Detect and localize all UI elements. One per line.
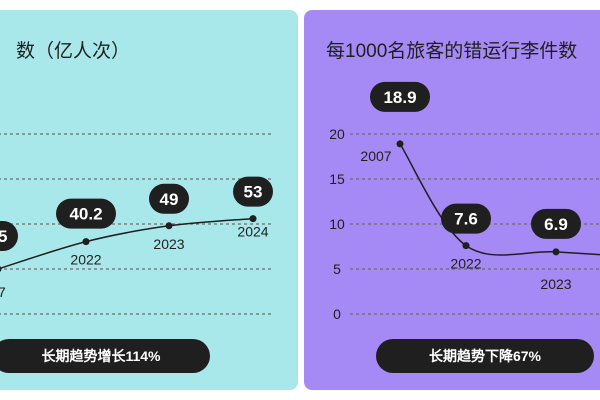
data-point [552,248,560,256]
data-label: 25 [0,227,7,246]
growth-trend-badge: 长期趋势增长114% [0,339,210,373]
data-label: 7.6 [454,210,478,229]
x-tick-label: 2023 [153,236,184,252]
passenger-volume-panel: 数（亿人次） 25 07 40.2 2022 49 2023 53 2024 长期趋势增长11… [0,10,298,390]
series-line [399,143,600,256]
x-tick-label: 07 [0,284,6,300]
data-label-bubble [531,208,581,239]
mishandled-baggage-chart: 0 5 10 15 20 18.9 2007 7.6 2022 6.9 2023 [329,81,600,322]
x-tick-label: 2024 [237,224,268,240]
data-point [0,266,2,272]
x-tick-label: 2022 [70,252,101,268]
y-tick-label: 5 [333,261,341,277]
data-point [249,215,257,223]
data-label: 6.9 [544,215,568,234]
x-tick-label: 2007 [360,148,391,164]
data-label-bubble [441,203,491,234]
x-tick-label: 2022 [450,256,481,272]
decline-trend-badge: 长期趋势下降67% [376,339,594,373]
data-point [82,238,90,246]
data-label: 18.9 [383,88,416,107]
data-label-bubble [0,221,18,251]
y-tick-label: 15 [329,171,345,187]
y-tick-label: 10 [329,216,345,232]
data-label-bubble [370,81,430,112]
data-label: 40.2 [69,205,102,224]
y-tick-label: 20 [329,126,345,142]
data-label: 53 [244,183,263,202]
x-tick-label: 2023 [540,276,571,292]
data-point [396,140,404,148]
baggage-chart-title: 每1000名旅客的错运行李件数 [326,41,578,62]
mishandled-baggage-panel: 每1000名旅客的错运行李件数 0 5 10 15 20 18.9 2007 7.6 2022 6… [304,10,600,390]
data-point [165,222,173,230]
passenger-volume-chart: 25 07 40.2 2022 49 2023 53 2024 [0,133,274,315]
data-label-bubble [233,176,273,207]
data-label-bubble [149,183,189,214]
data-label-bubble [56,198,116,229]
data-point [462,242,470,250]
y-tick-label: 0 [333,306,341,322]
data-label: 49 [160,190,179,209]
passenger-chart-title: 数（亿人次） [15,41,130,62]
series-line [0,217,254,270]
